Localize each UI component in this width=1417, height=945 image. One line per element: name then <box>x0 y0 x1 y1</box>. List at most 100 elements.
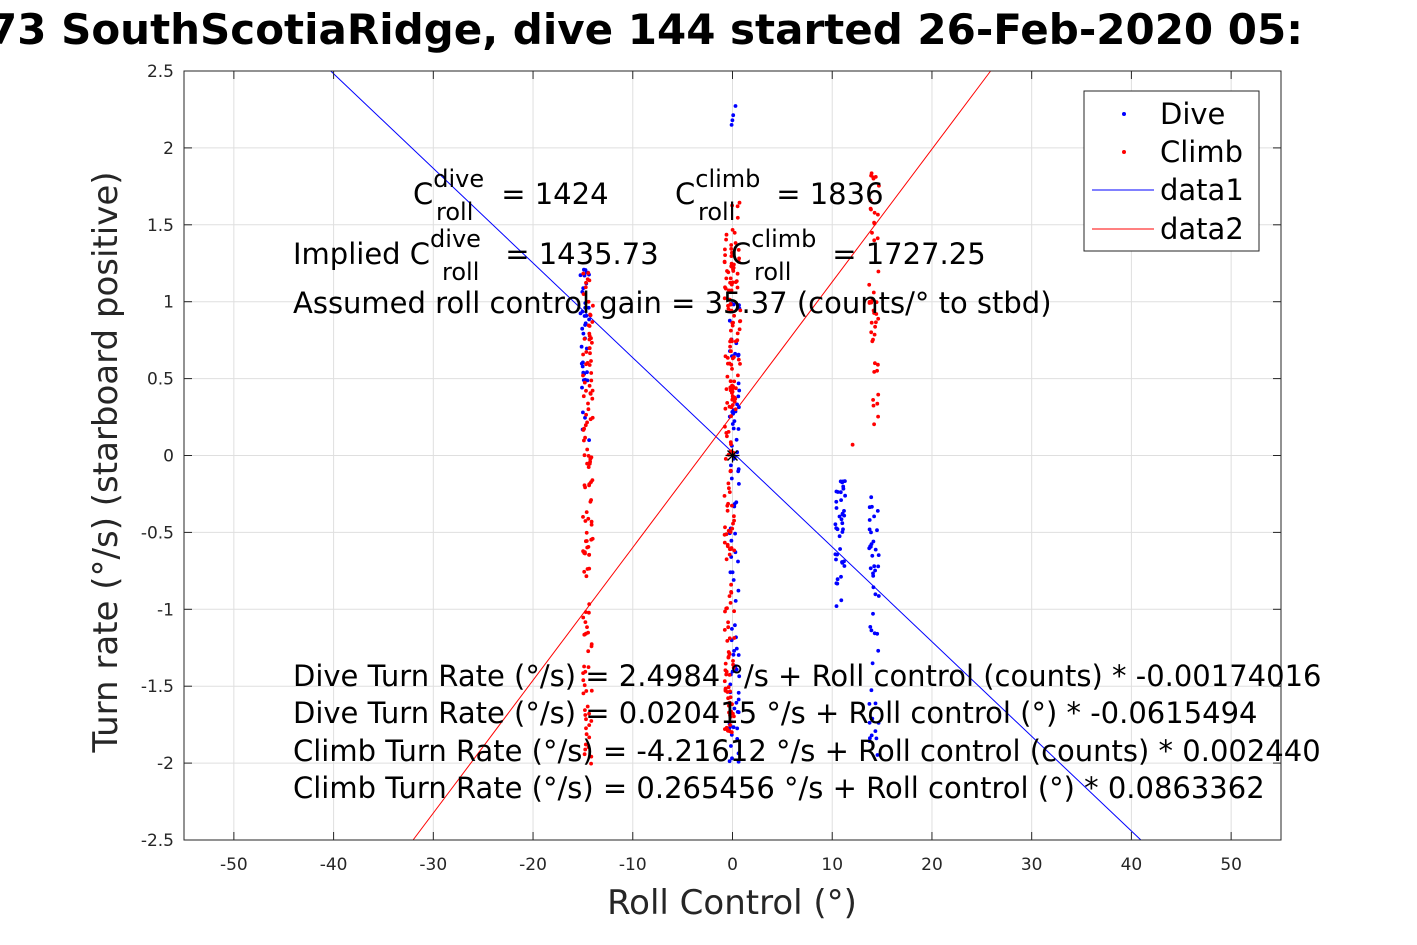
climb-point <box>729 308 734 313</box>
climb-point <box>876 362 880 367</box>
climb-point <box>588 392 593 396</box>
implied-dive-sub: roll <box>442 258 479 286</box>
climb-point <box>728 601 733 605</box>
climb-point <box>736 259 741 264</box>
y-tick-label: 1 <box>163 293 174 313</box>
climb-point <box>583 713 588 717</box>
climb-point <box>734 386 738 391</box>
climb-point <box>733 241 738 245</box>
implied-prefix: Implied C <box>293 237 430 271</box>
climb-point <box>875 368 879 373</box>
c-dive-sub: roll <box>436 198 473 226</box>
climb-point <box>583 747 588 752</box>
climb-point <box>729 243 734 247</box>
climb-point <box>869 300 874 305</box>
dive-point <box>870 661 875 666</box>
climb-point <box>589 519 594 524</box>
climb-point <box>730 367 734 371</box>
dive-point <box>735 726 740 731</box>
dive-point <box>839 598 844 603</box>
dive-point <box>867 527 872 532</box>
climb-point <box>724 232 729 237</box>
climb-point <box>590 320 595 324</box>
climb-point <box>588 351 592 356</box>
climb-point <box>727 490 732 494</box>
climb-point <box>587 711 591 716</box>
climb-point <box>587 566 592 571</box>
dive-point <box>876 594 881 598</box>
climb-point <box>732 230 737 235</box>
dive-point <box>729 463 733 468</box>
dive-point <box>835 577 840 582</box>
climb-point <box>581 515 585 519</box>
climb-point <box>727 552 732 557</box>
climb-point <box>728 695 733 700</box>
climb-point <box>589 371 594 375</box>
climb-point <box>728 276 733 281</box>
legend-data1-label: data1 <box>1160 173 1244 207</box>
dive-point <box>582 314 587 318</box>
dive-point <box>732 649 736 653</box>
climb-point <box>723 354 728 359</box>
dive-point <box>839 574 843 579</box>
dive-point <box>736 710 741 715</box>
dive-point <box>868 736 872 741</box>
climb-point <box>583 285 588 290</box>
climb-point <box>581 428 586 432</box>
climb-point <box>725 639 730 643</box>
climb-point <box>727 594 732 598</box>
x-tick-label: 30 <box>1021 855 1043 875</box>
climb-point <box>728 469 733 474</box>
climb-point <box>723 661 728 666</box>
climb-point <box>729 328 733 333</box>
dive-point <box>736 588 741 593</box>
climb-point <box>872 370 877 374</box>
dive-point <box>583 415 587 420</box>
y-tick-label: 2 <box>163 139 174 159</box>
climb-point <box>587 324 592 328</box>
climb-point <box>870 230 874 235</box>
dive-point <box>585 370 589 375</box>
dive-point <box>873 568 877 573</box>
climb-point <box>726 501 730 506</box>
dive-point <box>834 581 839 586</box>
climb-point <box>729 282 734 287</box>
dive-point <box>733 599 738 603</box>
climb-point <box>877 183 881 188</box>
climb-point <box>587 610 591 615</box>
dive-point <box>579 344 584 349</box>
climb-point <box>867 282 872 287</box>
climb-point <box>729 414 733 419</box>
dive-point <box>870 553 875 558</box>
climb-point <box>586 745 591 750</box>
dive-point <box>875 753 880 757</box>
dive-point <box>869 628 874 633</box>
climb-point <box>582 337 587 341</box>
dive-point <box>735 402 739 407</box>
climb-point <box>582 453 587 458</box>
climb-point <box>589 498 593 502</box>
dive-point <box>876 564 881 569</box>
dive-point <box>736 759 741 764</box>
climb-point <box>723 609 727 614</box>
implied-dive-label: Implied Cdive roll = 1435.73 <box>293 225 659 286</box>
climb-point <box>730 356 735 361</box>
climb-point <box>723 525 727 530</box>
dive-point <box>837 534 842 539</box>
implied-climb-label: Cclimb roll = 1727.25 <box>731 225 986 286</box>
climb-point <box>727 673 732 677</box>
dive-point <box>729 733 734 737</box>
dive-point <box>734 700 739 705</box>
x-axis-label: Roll Control (°) <box>607 883 857 923</box>
dive-point <box>729 123 734 127</box>
climb-point <box>587 483 591 488</box>
dive-point <box>834 526 839 530</box>
climb-point <box>869 330 874 335</box>
climb-point <box>874 320 878 325</box>
climb-point <box>730 403 735 407</box>
dive-point <box>874 736 879 741</box>
dive-point <box>867 518 872 522</box>
dive-point <box>840 521 845 526</box>
dive-point <box>873 729 878 733</box>
